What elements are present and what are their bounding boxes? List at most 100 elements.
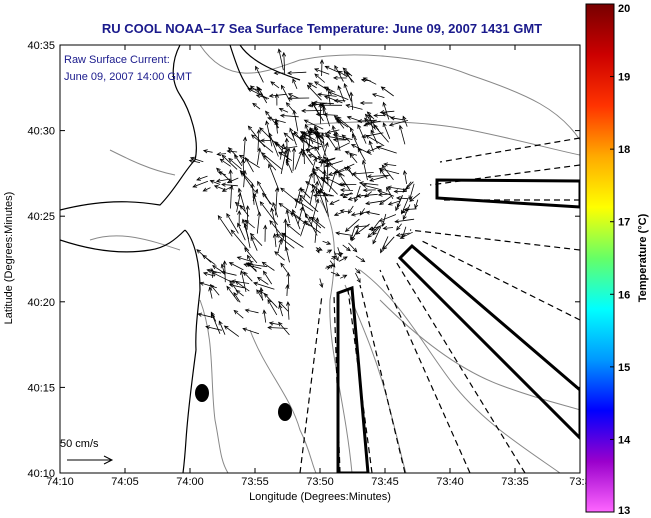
current-vector xyxy=(228,157,242,170)
current-vector xyxy=(284,246,290,263)
y-tick-label: 40:15 xyxy=(27,382,55,394)
contour-line xyxy=(199,45,580,141)
current-vector xyxy=(365,200,385,206)
current-vector xyxy=(218,320,226,335)
current-vector xyxy=(362,77,377,85)
current-vector xyxy=(343,82,352,102)
current-vector xyxy=(285,284,290,297)
current-vector xyxy=(302,150,307,165)
current-vector xyxy=(315,246,323,251)
current-vector xyxy=(189,156,204,163)
current-vector xyxy=(244,247,258,264)
current-vector xyxy=(259,138,271,143)
current-vector xyxy=(339,188,354,193)
current-vector xyxy=(229,184,234,209)
x-tick-label: 73:45 xyxy=(371,476,399,488)
current-vector xyxy=(401,197,409,215)
current-vector xyxy=(294,150,303,170)
current-vector xyxy=(262,309,267,323)
current-vector xyxy=(272,201,279,218)
current-vector xyxy=(357,123,367,144)
current-vector xyxy=(285,102,295,113)
current-vector xyxy=(386,186,394,199)
current-vector xyxy=(371,93,385,98)
current-vector xyxy=(247,125,266,148)
current-vector xyxy=(226,177,239,184)
current-vector xyxy=(244,308,259,314)
current-vector xyxy=(339,192,353,197)
radial-line xyxy=(394,259,526,473)
current-vector xyxy=(340,274,348,279)
current-vector xyxy=(280,84,291,102)
current-vector xyxy=(283,218,288,248)
current-vector xyxy=(348,242,358,253)
current-vector xyxy=(355,255,366,263)
current-vector xyxy=(331,256,337,260)
current-vector xyxy=(306,84,322,101)
current-vector xyxy=(344,150,358,156)
current-vector xyxy=(314,73,326,83)
current-vector xyxy=(359,208,366,216)
current-vector xyxy=(308,216,322,229)
current-vector xyxy=(349,227,356,241)
current-vector xyxy=(297,206,304,225)
current-vector xyxy=(238,154,260,168)
current-vector xyxy=(299,197,308,219)
current-vector xyxy=(221,154,238,170)
current-vector xyxy=(217,215,233,237)
current-vector xyxy=(344,218,360,233)
x-tick-label: 73:50 xyxy=(306,476,334,488)
current-vector xyxy=(285,209,290,223)
current-vector xyxy=(326,249,333,254)
coastline-new-jersey xyxy=(182,349,197,473)
current-vector xyxy=(325,157,330,186)
contour-line xyxy=(319,199,353,473)
y-tick-label: 40:35 xyxy=(27,40,55,52)
current-vector xyxy=(354,268,361,274)
contour-line xyxy=(199,299,229,473)
current-vector xyxy=(346,115,361,122)
y-tick-label: 40:25 xyxy=(27,211,55,223)
current-vector xyxy=(387,200,401,206)
current-vector xyxy=(311,101,324,122)
current-vector xyxy=(239,204,250,217)
current-vector xyxy=(286,147,291,166)
current-vector xyxy=(337,247,342,258)
current-vector xyxy=(394,218,415,224)
current-vector xyxy=(192,180,209,188)
current-vector xyxy=(321,158,327,182)
coverage-wedges xyxy=(336,178,580,473)
current-vector xyxy=(335,231,353,236)
current-vector xyxy=(358,181,379,186)
current-vector xyxy=(334,64,344,82)
current-vector xyxy=(307,102,327,108)
scale-vector: 50 cm/s xyxy=(60,438,114,465)
coastline xyxy=(60,45,301,473)
current-vector xyxy=(349,153,358,164)
current-vector xyxy=(268,93,287,98)
colorbar-tick-label: 19 xyxy=(618,72,630,84)
current-vector xyxy=(286,301,291,320)
colorbar-tick-label: 18 xyxy=(618,144,630,156)
current-vector xyxy=(279,143,285,160)
current-vector xyxy=(242,136,248,165)
current-vector xyxy=(408,183,415,201)
wedge-southeast xyxy=(397,243,580,441)
buoy-marker xyxy=(195,384,209,402)
current-vector xyxy=(334,130,341,151)
current-vector xyxy=(220,270,237,276)
current-vector xyxy=(205,325,222,331)
current-vector xyxy=(368,113,374,132)
current-vector xyxy=(382,101,390,120)
colorbar: 20 19 18 17 16 15 14 13 Temperature (°C) xyxy=(585,3,649,517)
current-vector xyxy=(292,109,299,132)
current-vector xyxy=(379,196,392,206)
current-vector xyxy=(414,199,419,209)
current-vector xyxy=(375,145,397,154)
current-vector xyxy=(299,194,319,213)
current-vector xyxy=(196,175,208,181)
current-vector xyxy=(314,146,321,157)
current-vector xyxy=(243,271,253,282)
radial-line xyxy=(359,284,406,473)
current-vector xyxy=(270,207,279,236)
